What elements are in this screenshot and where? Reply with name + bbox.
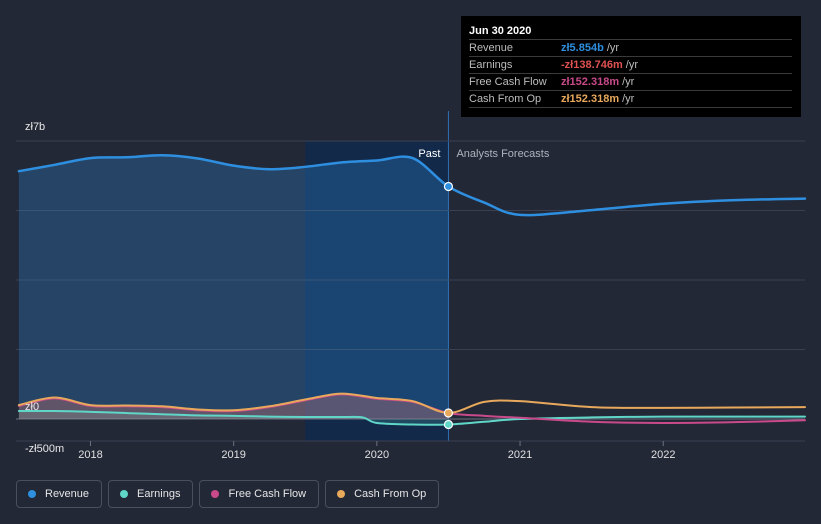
x-tick-label: 2020 [365, 449, 389, 461]
legend-label: Free Cash Flow [228, 488, 307, 500]
tooltip-label: Cash From Op [469, 93, 542, 105]
x-tick-label: 2018 [78, 449, 102, 461]
tooltip-unit: /yr [625, 59, 638, 71]
tooltip-value: zł5.854b [561, 42, 604, 54]
legend-dot-icon [337, 490, 346, 498]
legend-label: Earnings [137, 488, 181, 500]
tooltip-value: zł152.318m [561, 93, 620, 105]
past-highlight-band [305, 141, 449, 441]
legend-item-revenue[interactable]: Revenue [16, 480, 103, 508]
legend-item-cash-from-op[interactable]: Cash From Op [325, 480, 440, 508]
line-revenue [17, 154, 807, 217]
y-tick-label: -zł500m [25, 443, 64, 455]
tooltip-row-revenue: Revenue zł5.854b /yr [469, 39, 792, 56]
tooltip-label: Free Cash Flow [469, 76, 547, 88]
x-tick-label: 2019 [221, 449, 245, 461]
x-tick-label: 2021 [508, 449, 532, 461]
tooltip-unit: /yr [622, 76, 635, 88]
area-revenue [18, 155, 449, 420]
area-earnings [18, 411, 449, 425]
tooltip-row-earnings: Earnings -zł138.746m /yr [469, 56, 792, 73]
tooltip-unit: /yr [606, 42, 620, 54]
y-tick-label: zł7b [25, 121, 45, 133]
tooltip: Jun 30 2020 Revenue zł5.854b /yr Earning… [461, 16, 801, 117]
line-earnings [17, 410, 806, 426]
forecast-label: Analysts Forecasts [456, 148, 549, 160]
tooltip-label: Earnings [469, 59, 513, 71]
legend-label: Revenue [45, 488, 90, 500]
tooltip-date: Jun 30 2020 [469, 25, 532, 37]
marker-cfo [443, 408, 454, 418]
tooltip-value: -zł138.746m [561, 59, 623, 71]
tooltip-row-cash-from-op: Cash From Op zł152.318m /yr [469, 90, 792, 108]
legend-label: Cash From Op [354, 488, 427, 500]
tooltip-row-free-cash-flow: Free Cash Flow zł152.318m /yr [469, 73, 792, 90]
y-tick-label: zł0 [25, 401, 39, 413]
line-cfo [17, 392, 806, 414]
marker-revenue [443, 181, 454, 192]
x-tick-label: 2022 [651, 449, 675, 461]
past-label: Past [418, 148, 440, 160]
legend-item-earnings[interactable]: Earnings [108, 480, 194, 508]
legend: Revenue Earnings Free Cash Flow Cash Fro… [16, 480, 440, 508]
legend-dot-icon [120, 490, 129, 498]
tooltip-label: Revenue [469, 42, 514, 54]
legend-item-free-cash-flow[interactable]: Free Cash Flow [199, 480, 320, 508]
tooltip-unit: /yr [622, 93, 635, 105]
legend-dot-icon [211, 490, 220, 498]
marker-earnings [443, 419, 454, 430]
legend-dot-icon [28, 490, 36, 498]
tooltip-value: zł152.318m [561, 76, 620, 88]
